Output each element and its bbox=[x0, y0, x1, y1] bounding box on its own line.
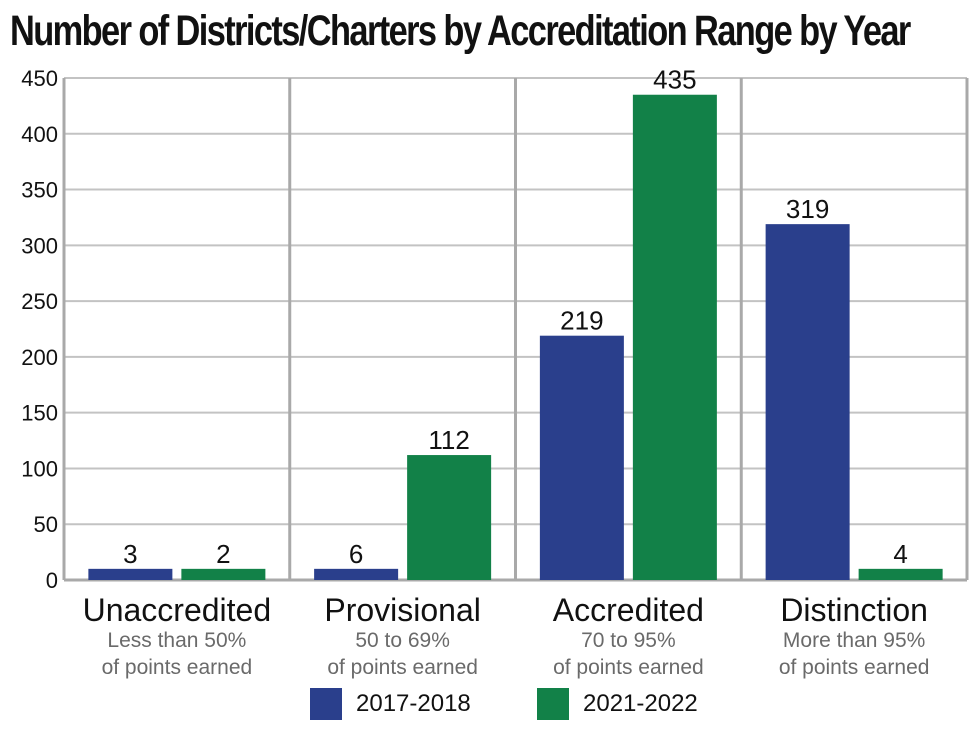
category-label-unaccredited: Unaccredited bbox=[83, 592, 272, 628]
y-tick-label-300: 300 bbox=[21, 233, 58, 258]
value-label-unaccredited-2021-2022: 2 bbox=[216, 539, 230, 569]
bar-provisional-2017-2018 bbox=[314, 568, 399, 580]
y-tick-label-350: 350 bbox=[21, 178, 58, 203]
bar-distinction-2017-2018 bbox=[765, 224, 850, 581]
value-label-provisional-2021-2022: 112 bbox=[428, 425, 469, 455]
value-label-accredited-2021-2022: 435 bbox=[653, 65, 696, 95]
bar-accredited-2021-2022 bbox=[632, 94, 717, 580]
y-tick-label-450: 450 bbox=[21, 66, 58, 91]
category-subtitle-unaccredited-1: Less than 50% bbox=[107, 629, 246, 652]
value-label-distinction-2021-2022: 4 bbox=[893, 539, 907, 569]
category-label-distinction: Distinction bbox=[780, 592, 928, 628]
category-label-provisional: Provisional bbox=[324, 592, 481, 628]
legend-swatch-2021-2022 bbox=[537, 688, 569, 720]
category-subtitle-provisional-2: of points earned bbox=[327, 656, 478, 679]
category-subtitle-distinction-2: of points earned bbox=[779, 656, 930, 679]
category-subtitle-accredited-1: 70 to 95% bbox=[581, 629, 676, 652]
category-subtitle-accredited-2: of points earned bbox=[553, 656, 704, 679]
chart-title: Number of Districts/Charters by Accredit… bbox=[10, 7, 911, 55]
y-tick-label-400: 400 bbox=[21, 122, 58, 147]
value-label-accredited-2017-2018: 219 bbox=[560, 306, 603, 336]
bar-unaccredited-2021-2022 bbox=[181, 568, 266, 580]
legend-label-2017-2018: 2017-2018 bbox=[356, 690, 471, 717]
legend-item-2021-2022: 2021-2022 bbox=[537, 688, 698, 720]
y-tick-label-150: 150 bbox=[21, 401, 58, 426]
bar-unaccredited-2017-2018 bbox=[88, 568, 173, 580]
bar-distinction-2021-2022 bbox=[858, 568, 943, 580]
y-tick-label-250: 250 bbox=[21, 289, 58, 314]
category-subtitle-provisional-1: 50 to 69% bbox=[355, 629, 450, 652]
y-tick-label-0: 0 bbox=[46, 568, 58, 593]
y-tick-label-200: 200 bbox=[21, 345, 58, 370]
legend-swatch-2017-2018 bbox=[310, 688, 342, 720]
value-label-provisional-2017-2018: 6 bbox=[349, 539, 363, 569]
category-label-accredited: Accredited bbox=[553, 592, 704, 628]
category-subtitle-distinction-1: More than 95% bbox=[783, 629, 925, 652]
y-tick-label-100: 100 bbox=[21, 456, 58, 481]
category-subtitle-unaccredited-2: of points earned bbox=[102, 656, 253, 679]
bar-provisional-2021-2022 bbox=[407, 455, 492, 580]
bar-accredited-2017-2018 bbox=[539, 335, 624, 580]
legend-label-2021-2022: 2021-2022 bbox=[583, 690, 698, 717]
value-label-unaccredited-2017-2018: 3 bbox=[123, 539, 137, 569]
value-label-distinction-2017-2018: 319 bbox=[786, 194, 829, 224]
legend-item-2017-2018: 2017-2018 bbox=[310, 688, 471, 720]
y-tick-label-50: 50 bbox=[34, 512, 58, 537]
